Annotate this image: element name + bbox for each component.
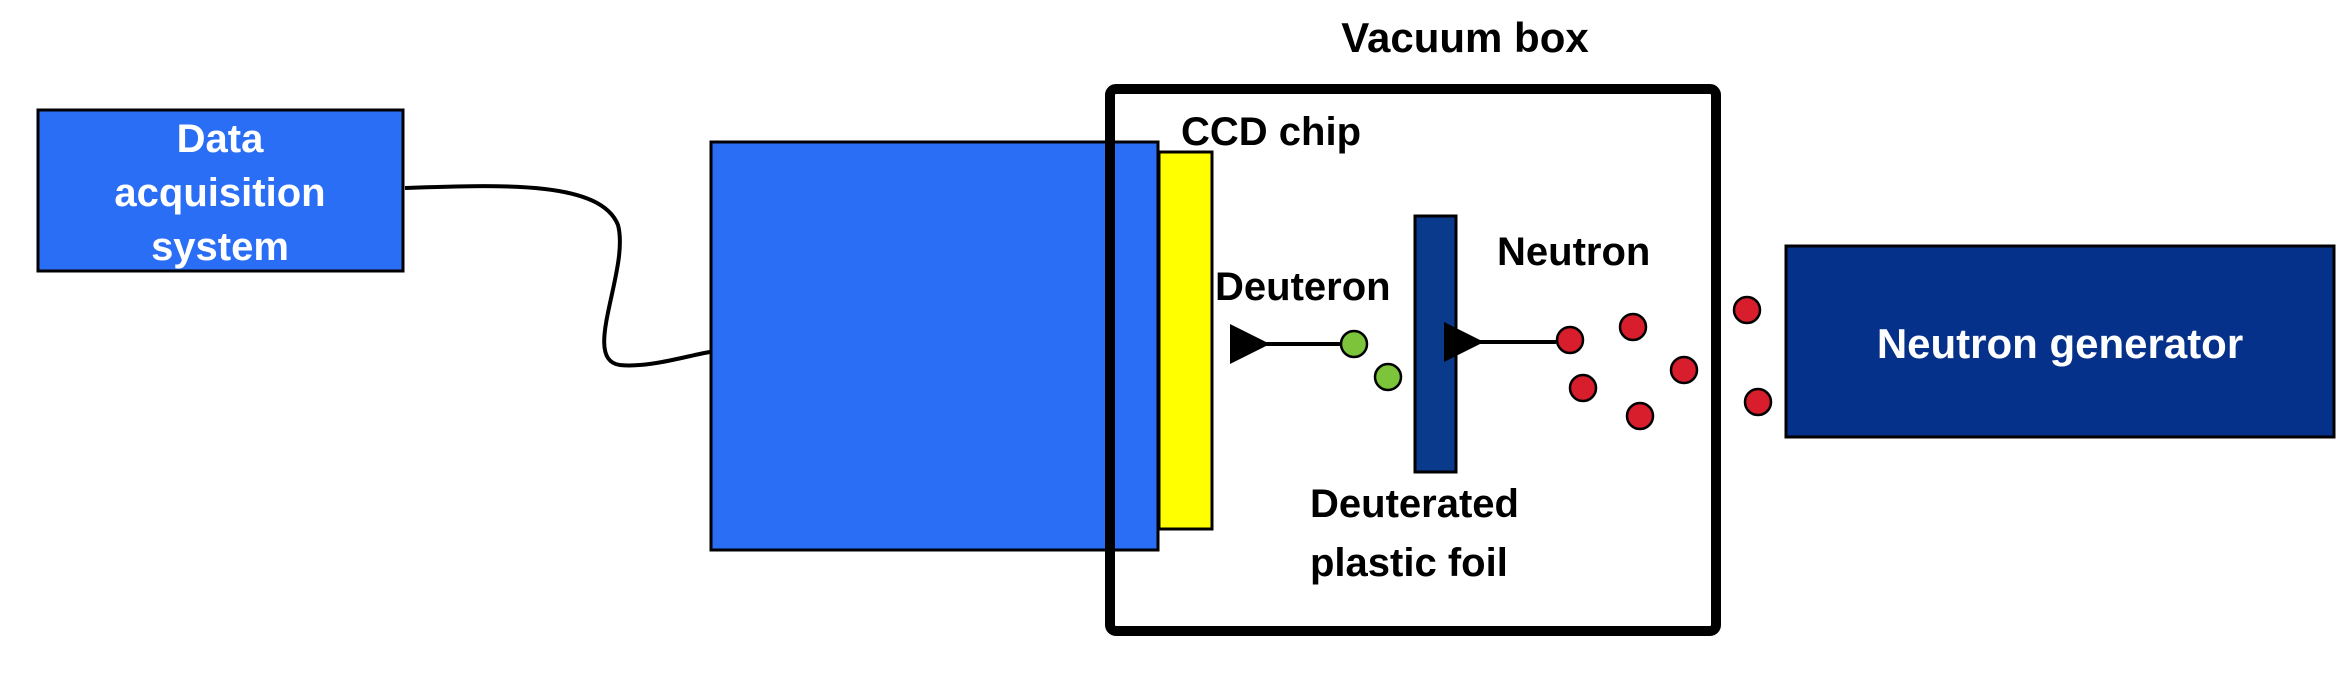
data-cable <box>404 184 711 368</box>
neutron-particle <box>1618 312 1648 342</box>
neutron-generator-label: Neutron generator <box>1877 320 2243 367</box>
deuteron-particle <box>1339 329 1369 359</box>
neutron-label: Neutron <box>1497 230 1650 274</box>
foil-label-line2: plastic foil <box>1310 541 1508 585</box>
ccd-chip-label: CCD chip <box>1181 110 1361 154</box>
deuterated-foil <box>1413 214 1458 474</box>
neutron-particle <box>1568 373 1598 403</box>
neutron-particle <box>1555 325 1585 355</box>
camera-body <box>709 140 1160 552</box>
neutron-particle <box>1743 387 1773 417</box>
neutron-particle <box>1732 295 1762 325</box>
foil-label-line1: Deuterated <box>1310 482 1519 526</box>
daq-label-line2: acquisition <box>114 171 325 215</box>
vacuum-box <box>1105 84 1721 636</box>
daq-label-line3: system <box>151 225 289 269</box>
ccd-chip <box>1157 150 1214 531</box>
neutron-particle <box>1669 355 1699 385</box>
daq-label-line1: Data <box>177 117 264 161</box>
neutron-particle <box>1625 401 1655 431</box>
daq-box <box>36 108 405 273</box>
vacuum-box-label: Vacuum box <box>1341 14 1589 61</box>
deuteron-label: Deuteron <box>1215 265 1391 309</box>
deuteron-particle <box>1373 362 1403 392</box>
neutron-generator <box>1784 244 2336 439</box>
